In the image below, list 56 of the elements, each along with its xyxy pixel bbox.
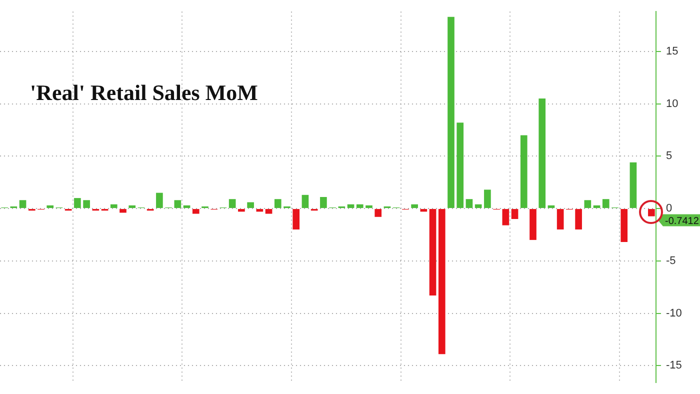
- bar: [274, 199, 282, 208]
- bar: [356, 204, 364, 208]
- bar: [620, 209, 628, 242]
- bar: [420, 209, 428, 212]
- bar: [575, 209, 582, 230]
- y-tick-label: 5: [666, 150, 672, 162]
- y-tick-label: -15: [666, 360, 682, 372]
- bar: [602, 199, 610, 208]
- bar: [238, 209, 245, 212]
- bar: [466, 199, 473, 208]
- y-tick-label: 15: [666, 45, 678, 58]
- text: -0.7412: [665, 216, 700, 228]
- y-tick-label: 10: [666, 98, 678, 110]
- bar: [192, 209, 200, 214]
- bar: [584, 200, 592, 208]
- bar: [530, 209, 536, 240]
- bar: [438, 209, 446, 354]
- y-tick-label: 0: [666, 202, 672, 215]
- bar: [83, 200, 90, 208]
- bar: [448, 16, 454, 208]
- bar: [474, 204, 482, 208]
- bar: [456, 122, 464, 208]
- bar: [429, 209, 436, 296]
- bar: [630, 162, 637, 208]
- bar: [484, 190, 491, 208]
- bar: [228, 199, 236, 208]
- y-tick-label: -10: [666, 307, 682, 320]
- bar: [247, 202, 254, 208]
- bar: [174, 200, 182, 208]
- bar: [156, 192, 163, 208]
- bar: [19, 200, 26, 208]
- bar: [366, 205, 372, 208]
- bar: [556, 209, 564, 230]
- bar: [256, 209, 264, 212]
- bar: [320, 197, 327, 208]
- y-tick-label: -5: [666, 254, 676, 267]
- bar: [128, 205, 136, 208]
- bar: [593, 205, 600, 208]
- bar: [120, 209, 126, 213]
- bar: [347, 204, 354, 208]
- bar: [411, 204, 418, 208]
- bar: [548, 205, 555, 208]
- bar: [74, 198, 81, 208]
- bar: [511, 209, 518, 219]
- bar: [302, 194, 309, 208]
- bar: [520, 135, 528, 208]
- bar: [46, 205, 54, 208]
- bar: [110, 204, 118, 208]
- bar: [648, 209, 655, 216]
- bar: [183, 205, 190, 208]
- bar: [538, 98, 546, 208]
- bar: [265, 209, 272, 214]
- bar: [374, 209, 382, 217]
- bar: [292, 209, 300, 230]
- text: 'Real' Retail Sales MoM: [30, 80, 258, 106]
- bar: [502, 209, 510, 226]
